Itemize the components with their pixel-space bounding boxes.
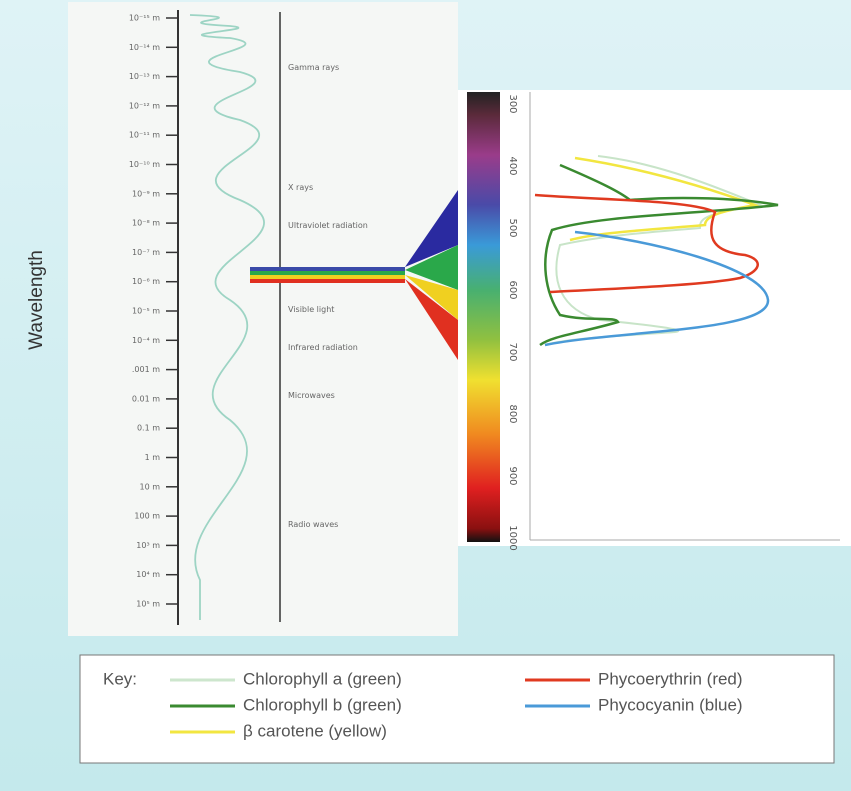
spectrum-tick: 300 — [507, 94, 518, 113]
em-panel — [68, 2, 458, 636]
region-label: Ultraviolet radiation — [288, 221, 368, 230]
key-item: Chlorophyll b (green) — [243, 695, 402, 714]
scale-label: 10⁻¹⁴ m — [129, 43, 160, 52]
scale-label: .001 m — [132, 365, 160, 374]
scale-label: 10⁻¹² m — [129, 101, 160, 110]
region-label: Infrared radiation — [288, 343, 358, 352]
side-label: Wavelength — [26, 250, 47, 350]
beam — [250, 271, 405, 275]
scale-label: 0.1 m — [137, 424, 160, 433]
spectrum-tick: 700 — [507, 342, 518, 361]
beam — [250, 275, 405, 279]
spectrum-tick: 1000 — [507, 525, 518, 550]
color-bar — [467, 92, 500, 542]
scale-label: 10⁻⁶ m — [132, 277, 160, 286]
region-label: X rays — [288, 183, 313, 192]
key-title: Key: — [103, 669, 137, 688]
scale-label: 10⁻¹¹ m — [129, 131, 160, 140]
scale-label: 1 m — [145, 453, 161, 462]
spectrum-tick: 600 — [507, 280, 518, 299]
region-label: Radio waves — [288, 520, 338, 529]
beam — [250, 267, 405, 271]
spectrum-tick: 500 — [507, 218, 518, 237]
scale-label: 10⁻⁹ m — [132, 189, 160, 198]
scale-label: 10⁻¹⁰ m — [129, 160, 160, 169]
region-label: Gamma rays — [288, 63, 339, 72]
scale-label: 10⁻⁸ m — [132, 219, 160, 228]
scale-label: 10⁻⁷ m — [132, 248, 160, 257]
region-label: Visible light — [288, 305, 334, 314]
spectrum-tick: 400 — [507, 156, 518, 175]
key-item: Phycoerythrin (red) — [598, 669, 743, 688]
scale-label: 10³ m — [136, 541, 160, 550]
scale-label: 10⁻¹³ m — [129, 72, 160, 81]
spectrum-tick: 800 — [507, 404, 518, 423]
key-item: Chlorophyll a (green) — [243, 669, 402, 688]
scale-label: 10⁻⁵ m — [132, 307, 160, 316]
key-item: β carotene (yellow) — [243, 721, 387, 740]
scale-label: 10⁴ m — [136, 570, 160, 579]
beam — [250, 279, 405, 283]
spectrum-tick: 900 — [507, 466, 518, 485]
scale-label: 10⁵ m — [136, 600, 160, 609]
key-item: Phycocyanin (blue) — [598, 695, 743, 714]
scale-label: 10 m — [139, 482, 160, 491]
scale-label: 0.01 m — [132, 394, 160, 403]
scale-label: 10⁻⁴ m — [132, 336, 160, 345]
slide: Wavelength 10⁻¹⁵ m 10⁻¹⁴ m 10⁻¹³ m 10⁻¹² m 1… — [0, 0, 851, 791]
region-label: Microwaves — [288, 391, 335, 400]
scale-label: 10⁻¹⁵ m — [129, 14, 160, 23]
scale-label: 100 m — [134, 512, 160, 521]
